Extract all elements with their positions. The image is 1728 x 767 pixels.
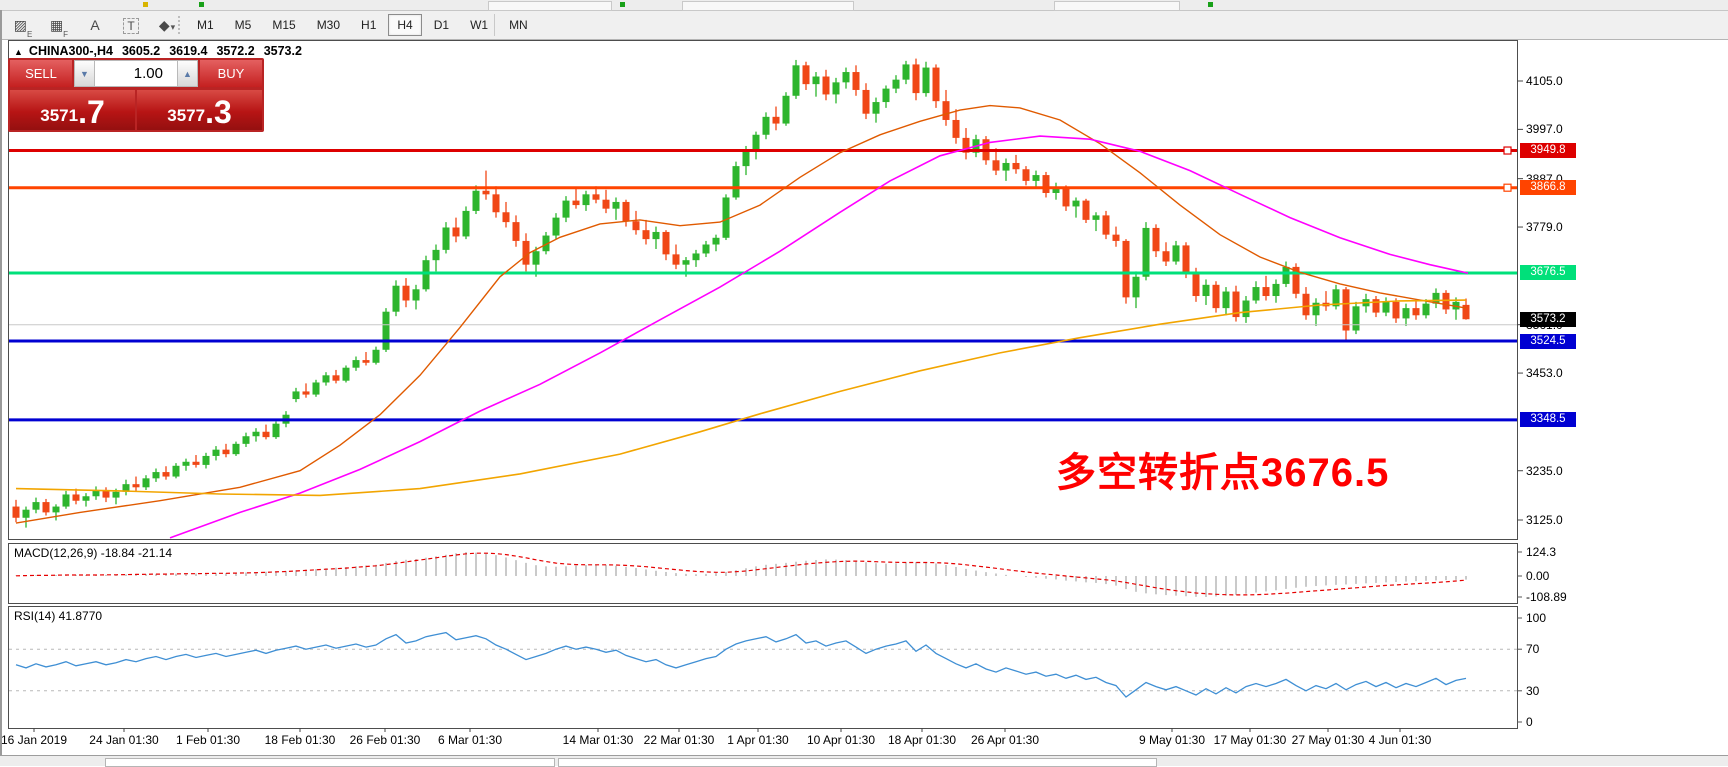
date-tick-label: 1 Apr 01:30 [727, 733, 789, 747]
tab-timeframe-H4[interactable]: H4 [388, 14, 422, 36]
bar-open-value: 3605.2 [121, 44, 161, 58]
symbol-info-line: ▲ CHINA300-,H4 3605.2 3619.4 3572.2 3573.2 [14, 44, 302, 58]
sell-price-main: 3571 [40, 106, 79, 125]
window-left-edge [0, 10, 2, 765]
macd-pane[interactable] [8, 543, 1518, 604]
toolbar-clipped-box [1054, 1, 1180, 11]
status-field [558, 758, 1157, 767]
macd-axis-label: 124.3 [1526, 545, 1557, 559]
macd-axis-label: -108.89 [1526, 590, 1567, 604]
price-badge-3866.8: 3866.8 [1520, 180, 1576, 196]
toolbar-grip[interactable] [178, 16, 183, 34]
sell-button[interactable]: SELL [10, 60, 72, 87]
green-indicator-dot [620, 2, 625, 7]
buy-price-pips: .3 [205, 94, 232, 130]
text-label-tool-icon[interactable]: A [90, 17, 100, 33]
timeframe-tabs: M1 M5 M15 M30 H1 H4 D1 W1 MN [188, 13, 540, 37]
date-tick-label: 24 Jan 01:30 [89, 733, 159, 747]
date-tick-label: 10 Apr 01:30 [806, 733, 876, 747]
rsi-axis-label: 0 [1526, 715, 1533, 729]
rsi-pane[interactable] [8, 606, 1518, 729]
price-badge-3348.5: 3348.5 [1520, 412, 1576, 428]
yellow-indicator-dot [143, 2, 148, 7]
volume-decrease-icon[interactable]: ▼ [74, 60, 95, 87]
toolbar-separator [494, 14, 495, 36]
tab-timeframe-M1[interactable]: M1 [197, 18, 214, 32]
date-tick-label: 14 Mar 01:30 [562, 733, 634, 747]
price-tick-label: 3125.0 [1526, 513, 1563, 527]
tab-timeframe-M15[interactable]: M15 [272, 18, 296, 32]
price-tick-label: 4105.0 [1526, 74, 1563, 88]
date-tick-label: 18 Apr 01:30 [887, 733, 957, 747]
tab-timeframe-W1[interactable]: W1 [470, 18, 489, 32]
date-tick-label: 26 Feb 01:30 [349, 733, 421, 747]
text-box-tool-icon[interactable]: T [116, 13, 146, 37]
tab-timeframe-M30[interactable]: M30 [316, 18, 341, 32]
drawing-tools-group: ▨E ▦F A T ◆▾ [8, 11, 188, 39]
tab-timeframe-M5[interactable]: M5 [234, 18, 252, 32]
date-tick-label: 16 Jan 2019 [0, 733, 68, 747]
date-tick-label: 1 Feb 01:30 [175, 733, 241, 747]
fibonacci-grid-tool-icon[interactable]: ▦F [49, 17, 69, 39]
date-tick-label: 18 Feb 01:30 [264, 733, 336, 747]
date-tick-label: 4 Jun 01:30 [1368, 733, 1432, 747]
rsi-axis-label: 70 [1526, 642, 1540, 657]
hatch-channel-tool-icon[interactable]: ▨E [13, 17, 33, 39]
buy-price-main: 3577 [167, 106, 206, 125]
price-tick-label: 3235.0 [1526, 463, 1563, 478]
toolbar-clipped-box [682, 1, 854, 11]
date-tick-label: 26 Apr 01:30 [970, 733, 1040, 747]
rsi-axis-label: 30 [1526, 683, 1540, 698]
one-click-trading-panel: SELL ▼ 1.00 ▲ BUY 3571.7 3577.3 [8, 58, 264, 132]
shapes-tool-icon[interactable]: ◆▾ [158, 17, 176, 33]
date-tick-label: 22 Mar 01:30 [643, 733, 715, 747]
date-tick-label: 9 May 01:30 [1138, 733, 1206, 747]
chart-text-annotation[interactable]: 多空转折点3676.5 [1056, 451, 1390, 495]
date-tick-label: 27 May 01:30 [1291, 733, 1365, 747]
green-indicator-dot [199, 2, 204, 7]
price-tick-label: 3997.0 [1526, 122, 1563, 137]
price-badge-3573.2: 3573.2 [1520, 311, 1576, 327]
buy-price-display[interactable]: 3577.3 [137, 90, 262, 130]
tab-timeframe-D1[interactable]: D1 [433, 18, 450, 32]
symbol-label: CHINA300-,H4 [28, 44, 113, 58]
date-tick-label: 6 Mar 01:30 [437, 733, 503, 747]
bar-high-value: 3619.4 [169, 44, 208, 58]
panel-collapse-icon[interactable]: ▲ [14, 47, 23, 57]
status-field [105, 758, 555, 767]
buy-button[interactable]: BUY [200, 60, 262, 87]
rsi-axis-label: 100 [1526, 611, 1547, 625]
sell-price-display[interactable]: 3571.7 [10, 90, 135, 130]
volume-input[interactable]: 1.00 [95, 60, 177, 87]
tab-timeframe-H1[interactable]: H1 [361, 18, 377, 32]
volume-increase-icon[interactable]: ▲ [177, 60, 198, 87]
date-tick-label: 17 May 01:30 [1213, 733, 1287, 747]
green-indicator-dot [1208, 2, 1213, 7]
price-badge-3676.5: 3676.5 [1520, 265, 1576, 281]
price-badge-3949.8: 3949.8 [1520, 143, 1576, 159]
price-badge-3524.5: 3524.5 [1520, 333, 1576, 349]
bar-close-value: 3573.2 [263, 44, 302, 58]
bar-low-value: 3572.2 [216, 44, 255, 58]
tab-timeframe-MN[interactable]: MN [509, 18, 528, 32]
sell-price-pips: .7 [78, 94, 105, 130]
status-bar [0, 755, 1728, 767]
toolbar-clipped-box [488, 1, 612, 11]
price-tick-label: 3453.0 [1526, 366, 1563, 381]
macd-axis-label: 0.00 [1526, 568, 1550, 583]
app-toolbar: ▨E ▦F A T ◆▾ M1 M5 M15 M30 H1 H4 D1 W1 MN [0, 11, 1728, 40]
volume-stepper: ▼ 1.00 ▲ [74, 60, 198, 87]
price-tick-label: 3779.0 [1526, 220, 1563, 235]
macd-label: MACD(12,26,9) -18.84 -21.14 [14, 546, 173, 560]
clipped-toolbar-strip [0, 0, 1728, 11]
rsi-label: RSI(14) 41.8770 [14, 609, 103, 623]
